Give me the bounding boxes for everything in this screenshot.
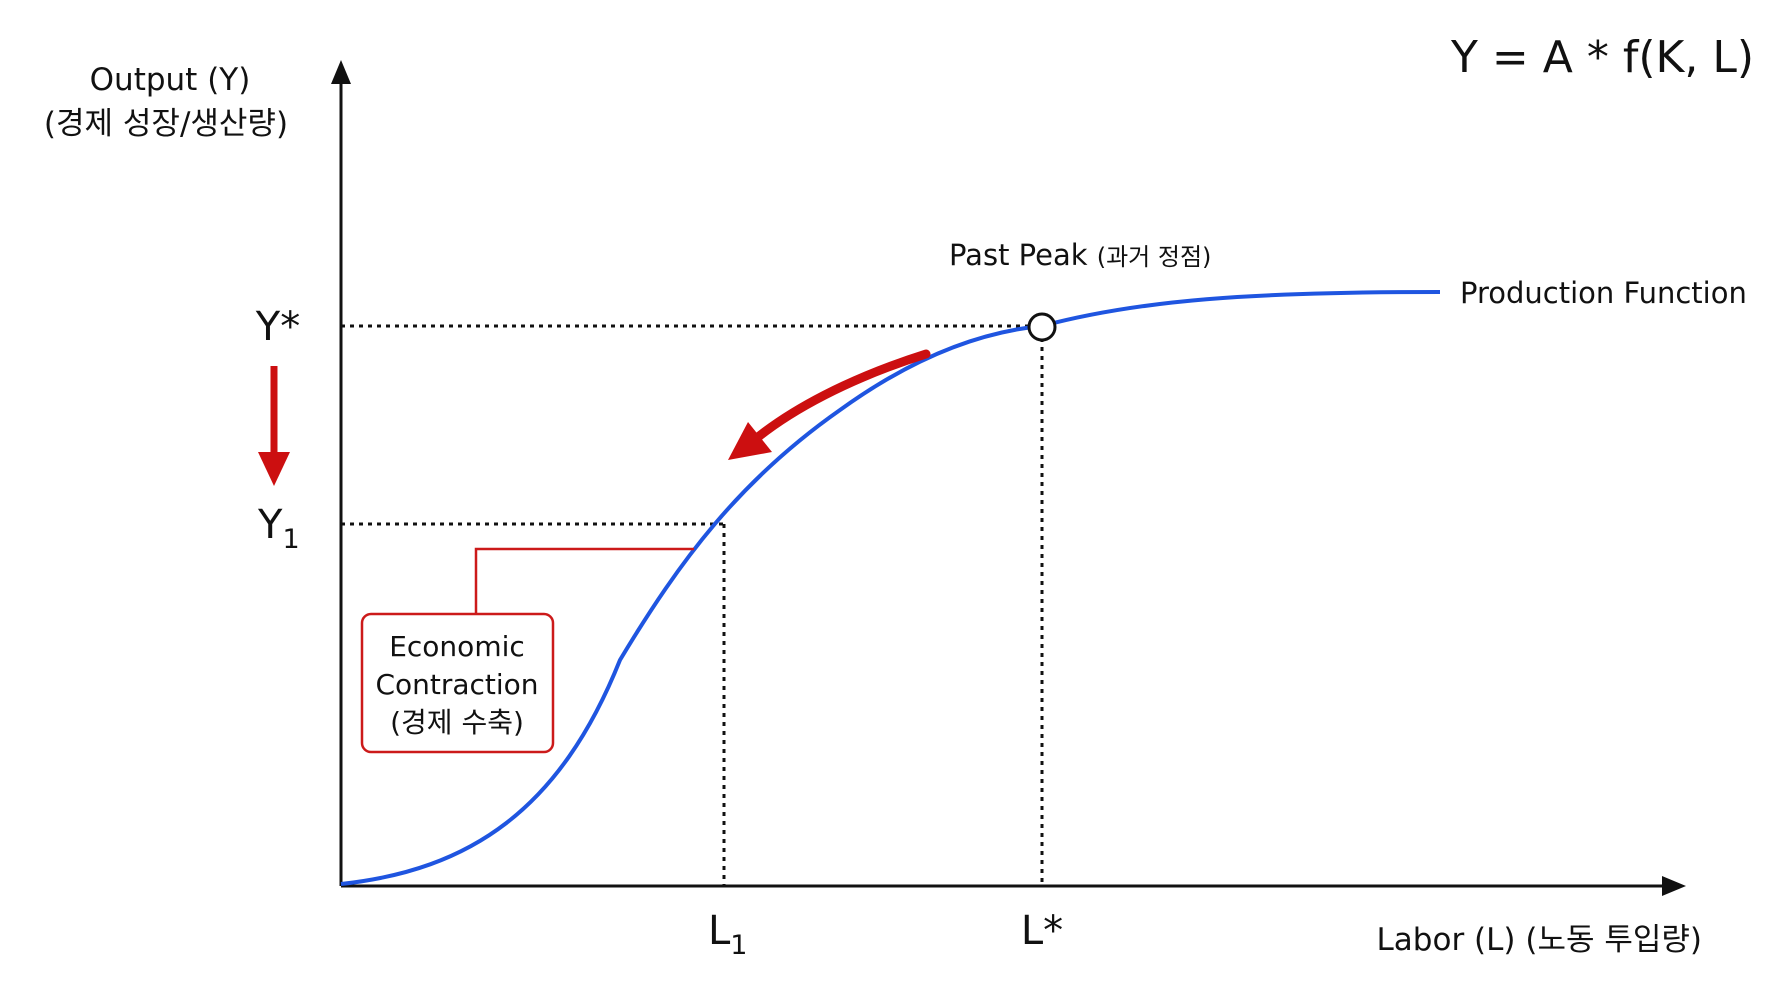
contraction-arrow-shaft: [747, 349, 931, 447]
callout-line-1: Economic: [389, 630, 525, 663]
tick-l1: L1: [708, 908, 747, 961]
tick-l-star: L*: [1021, 908, 1063, 954]
contraction-arrow-head: [728, 422, 772, 460]
past-peak-label-en: Past Peak: [949, 238, 1088, 272]
callout-line-2: Contraction: [375, 668, 538, 701]
tick-y1-sub: 1: [282, 524, 299, 555]
tick-l1-sub: 1: [730, 930, 747, 961]
production-function-label: Production Function: [1460, 276, 1747, 310]
y-decrease-arrow-head: [258, 452, 290, 486]
callout-line-3: (경제 수축): [390, 706, 524, 739]
tick-y1-base: Y: [257, 502, 283, 548]
production-function-curve: [340, 290, 1441, 886]
callout-leader-line: [474, 547, 694, 614]
tick-y1: Y1: [257, 502, 300, 555]
x-axis-label: Labor (L) (노동 투입량): [1377, 922, 1702, 958]
past-peak-label-ko: (과거 정점): [1097, 243, 1212, 271]
past-peak-label: Past Peak (과거 정점): [949, 238, 1211, 272]
tick-y-star: Y*: [255, 304, 300, 350]
tick-l1-base: L: [708, 908, 731, 954]
y-axis-arrowhead: [331, 60, 351, 84]
x-axis-arrowhead: [1662, 876, 1686, 896]
contraction-callout-box: [360, 612, 555, 754]
y-axis-label-line-2: (경제 성장/생산량): [44, 106, 288, 142]
formula-label: Y = A * f(K, L): [1450, 32, 1754, 83]
y-axis-label-line-1: Output (Y): [90, 62, 251, 98]
past-peak-marker: [1027, 312, 1057, 342]
